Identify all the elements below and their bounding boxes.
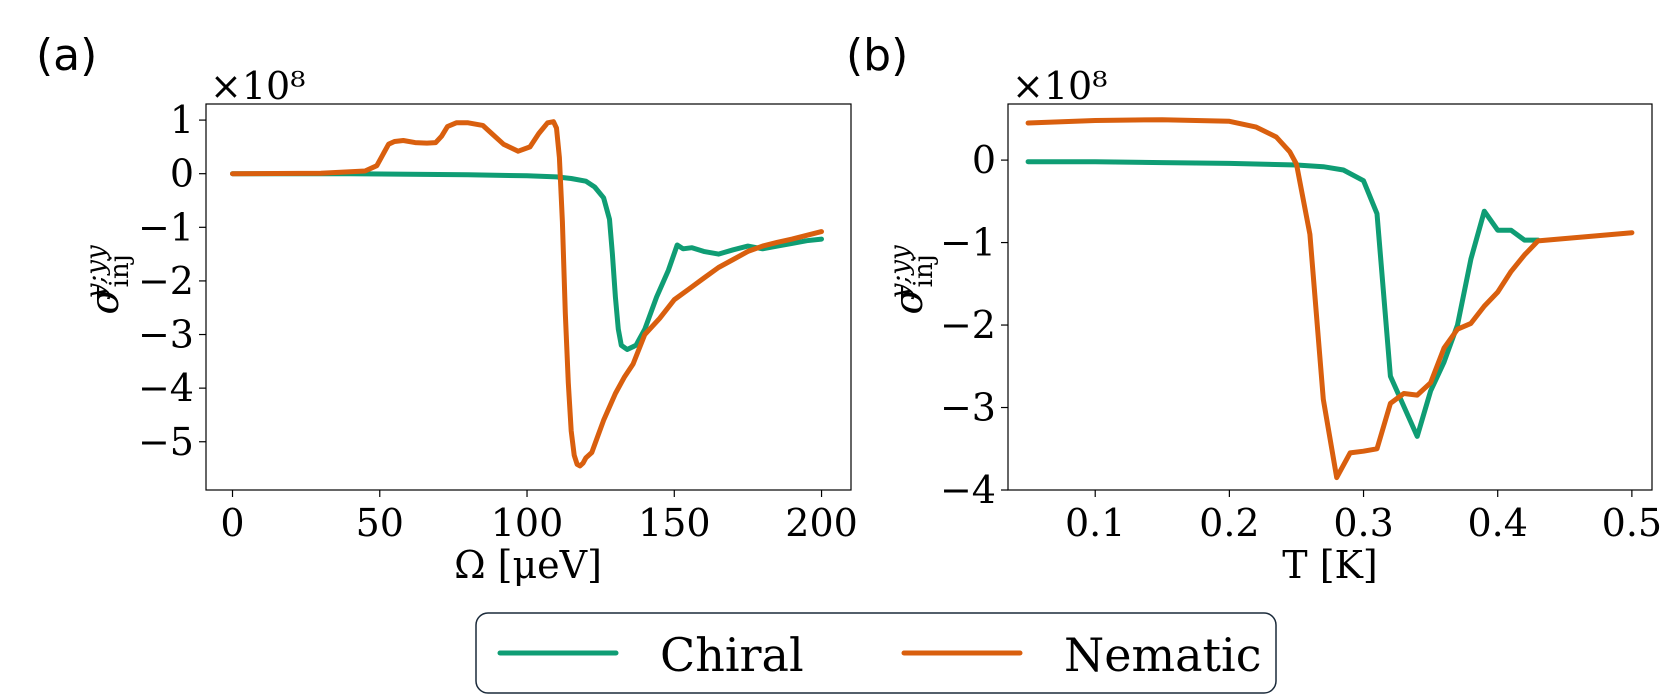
panel-a-y-tick-label: −5 (138, 420, 194, 464)
panel-b-series-nematic (1025, 117, 1635, 481)
panel-a-x-tick-label: 100 (491, 501, 564, 545)
panel-b-x-axis-label: T [K] (1282, 543, 1377, 587)
panel-a-y-tick-label: −4 (138, 366, 194, 410)
panel-b-ylabel-sup: y;yy (885, 245, 915, 299)
panel-a-x-axis-label: Ω [μeV] (454, 543, 602, 587)
panel-b-x-tick-label: 0.5 (1602, 501, 1661, 545)
panel-b-ylabel-symbol: σ (886, 286, 932, 315)
panel-a-plot-area (230, 119, 824, 469)
panel-a-y-ticks: 1 0 −1 −2 −3 −4 −5 (138, 98, 206, 464)
panel-a-x-tick-label: 200 (785, 501, 858, 545)
panel-b-y-tick-label: 0 (972, 138, 996, 182)
panel-a-y-tick-label: −2 (138, 259, 194, 303)
panel-a-x-ticks: 0 50 100 150 200 (220, 490, 858, 545)
panel-b-ylabel-sub: inj (909, 254, 939, 287)
panel-b-x-tick-label: 0.2 (1199, 501, 1259, 545)
panel-b-y-scale-label: ×10⁸ (1012, 64, 1107, 108)
panel-b-x-ticks: 0.1 0.2 0.3 0.4 0.5 (1065, 490, 1661, 545)
panel-b-y-tick-label: −1 (940, 221, 996, 265)
panel-b-x-tick-label: 0.3 (1333, 501, 1393, 545)
panel-a-y-tick-label: 1 (170, 98, 194, 142)
panel-b-frame (1007, 103, 1653, 491)
panel-a: (a) ×10⁸ σinjy;yy 1 0 −1 −2 −3 −4 −5 0 50 100 150… (36, 30, 858, 587)
panel-a-label: (a) (36, 30, 97, 81)
panel-a-y-tick-label: 0 (170, 152, 194, 196)
legend-box (475, 612, 1277, 694)
panel-a-y-scale-label: ×10⁸ (210, 64, 305, 108)
panel-a-ylabel-sup: y;yy (81, 245, 111, 299)
panel-a-series-nematic (230, 119, 824, 469)
legend-label-chiral: Chiral (660, 628, 804, 682)
panel-b-y-ticks: 0 −1 −2 −3 −4 (940, 138, 1008, 512)
panel-b: (b) ×10⁸ σinjy;yy 0 −1 −2 −3 −4 0.1 0.2 0.3 0.4… (846, 30, 1661, 587)
panel-a-y-tick-label: −1 (138, 205, 194, 249)
legend-label-nematic: Nematic (1064, 628, 1261, 682)
panel-a-ylabel-symbol: σ (82, 286, 128, 315)
panel-b-y-tick-label: −3 (940, 386, 996, 430)
panel-b-y-tick-label: −2 (940, 303, 996, 347)
panel-b-y-axis-label: σinjy;yy (885, 245, 939, 315)
panel-b-series-chiral (1025, 159, 1541, 439)
panel-a-ylabel-sub: inj (105, 254, 135, 287)
panel-a-y-axis-label: σinjy;yy (81, 245, 135, 315)
panel-a-x-tick-label: 150 (638, 501, 711, 545)
panel-a-x-tick-label: 50 (356, 501, 404, 545)
panel-b-x-tick-label: 0.1 (1065, 501, 1125, 545)
legend: Chiral Nematic (475, 612, 1277, 694)
panel-a-frame (205, 103, 852, 491)
panel-b-label: (b) (846, 30, 908, 81)
panel-b-plot-area (1025, 117, 1635, 481)
panel-b-x-tick-label: 0.4 (1467, 501, 1527, 545)
panel-a-x-tick-label: 0 (220, 501, 244, 545)
panel-b-y-tick-label: −4 (940, 468, 996, 512)
panel-a-y-tick-label: −3 (138, 313, 194, 357)
